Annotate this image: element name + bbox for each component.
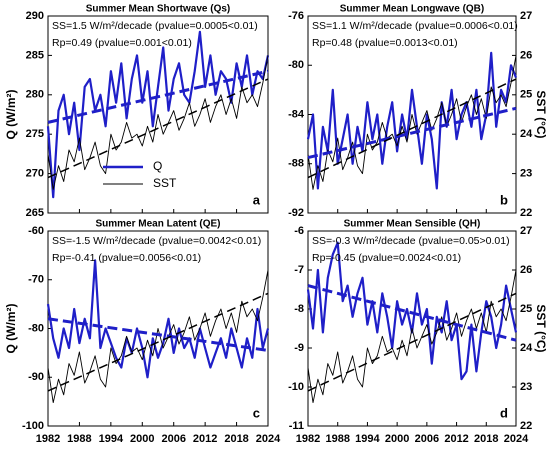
x-tick-label: 1982 [36,433,60,445]
y-tick-label: -70 [28,274,44,286]
y-tick-label: -10 [288,381,304,393]
y2-axis-label: SST (°C) [534,90,548,138]
panel-title: Summer Mean Latent (QE) [95,219,220,230]
y2-tick-label: 27 [520,225,532,237]
y-tick-label: -11 [289,420,304,432]
panel-label: b [500,192,508,207]
annotation: Rp=-0.45 (pvalue=0.0024<0.01) [312,252,461,264]
y2-tick-label: 26 [520,264,532,276]
legend-label: SST [153,176,177,190]
y2-tick-label: 24 [520,128,533,140]
y-tick-label: -80 [288,59,304,71]
y-axis-label: Q (W/m²) [4,304,18,354]
x-tick-label: 2024 [256,433,281,445]
y2-tick-label: 23 [520,168,532,180]
x-tick-label: 2000 [130,433,154,445]
series-line [307,55,517,190]
y2-tick-label: 22 [520,207,532,219]
x-tick-label: 1994 [355,433,380,445]
y2-tick-label: 25 [520,303,532,315]
x-tick-label: 2012 [193,433,217,445]
y2-tick-label: 27 [520,10,532,22]
y-tick-label: -76 [288,10,304,22]
trend-line [47,78,269,179]
trend-line [307,292,517,392]
series-line [47,55,269,190]
y-tick-label: -90 [28,371,44,383]
series-line [46,30,270,199]
y-axis-label: Q (W/m²) [4,90,18,140]
y2-axis-label: SST (°C) [534,304,548,352]
panel-title: Summer Mean Longwave (QB) [340,4,484,15]
annotation: SS=-0.3 W/m²/decade (pvalue=0.05>0.01) [312,235,510,247]
annotation: SS=-1.5 W/m²/decade (pvalue=0.0042<0.01) [52,235,261,247]
trend-line [307,106,517,160]
trend-line [47,69,269,124]
x-tick-label: 2012 [444,433,468,445]
trend-line [307,284,517,342]
x-tick-label: 2006 [415,433,439,445]
annotation: SS=1.5 W/m²/decade (pvalue=0.0005<0.01) [52,20,258,32]
y-tick-label: -92 [288,207,304,219]
series-line [307,269,517,404]
trend-line [47,292,269,392]
trend-line [47,317,269,352]
x-tick-label: 2018 [224,433,248,445]
y-tick-label: 265 [26,207,44,219]
panel-title: Summer Mean Sensible (QH) [344,219,481,230]
y-tick-label: 285 [26,49,44,61]
y2-tick-label: 25 [520,89,532,101]
series-line [46,259,270,379]
y-tick-label: -8 [294,303,304,315]
y2-tick-label: 26 [520,49,532,61]
y-tick-label: 270 [26,168,44,180]
y-tick-label: -88 [288,158,304,170]
x-tick-label: 1994 [99,433,124,445]
annotation: Rp=0.49 (pvalue=0.001<0.01) [52,37,192,49]
x-tick-label: 2000 [385,433,409,445]
y-tick-label: -60 [28,225,44,237]
y2-tick-label: 23 [520,381,532,393]
series-line [306,51,518,190]
panel-label: c [253,405,260,420]
x-tick-label: 2024 [504,433,529,445]
trend-line [307,78,517,179]
annotation: Rp=0.48 (pvalue=0.0013<0.01) [312,37,458,49]
y-tick-label: -80 [28,322,44,334]
y-tick-label: 275 [26,128,44,140]
series-line [47,269,269,404]
x-tick-label: 1988 [67,433,91,445]
x-tick-label: 2006 [161,433,185,445]
y2-tick-label: 24 [520,342,533,354]
legend-label: Q [153,159,162,173]
y-tick-label: -9 [294,342,304,354]
series-line [306,241,518,381]
y-tick-label: -6 [294,225,304,237]
y-tick-label: -84 [288,108,305,120]
panel-label: a [253,192,261,207]
annotation: SS=1.1 W/m²/decade (pvalue=0.0006<0.01) [312,20,518,32]
y-tick-label: -7 [294,264,304,276]
y-tick-label: 280 [26,89,44,101]
y2-tick-label: 22 [520,420,532,432]
y-tick-label: 290 [26,10,44,22]
x-tick-label: 1988 [325,433,349,445]
x-tick-label: 1982 [296,433,320,445]
y-tick-label: -100 [22,420,44,432]
panel-label: d [500,405,508,420]
annotation: Rp=-0.41 (pvalue=0.0056<0.01) [52,252,201,264]
x-tick-label: 2018 [474,433,498,445]
plot-frame [47,15,269,214]
panel-title: Summer Mean Shortwave (Qs) [86,4,230,15]
